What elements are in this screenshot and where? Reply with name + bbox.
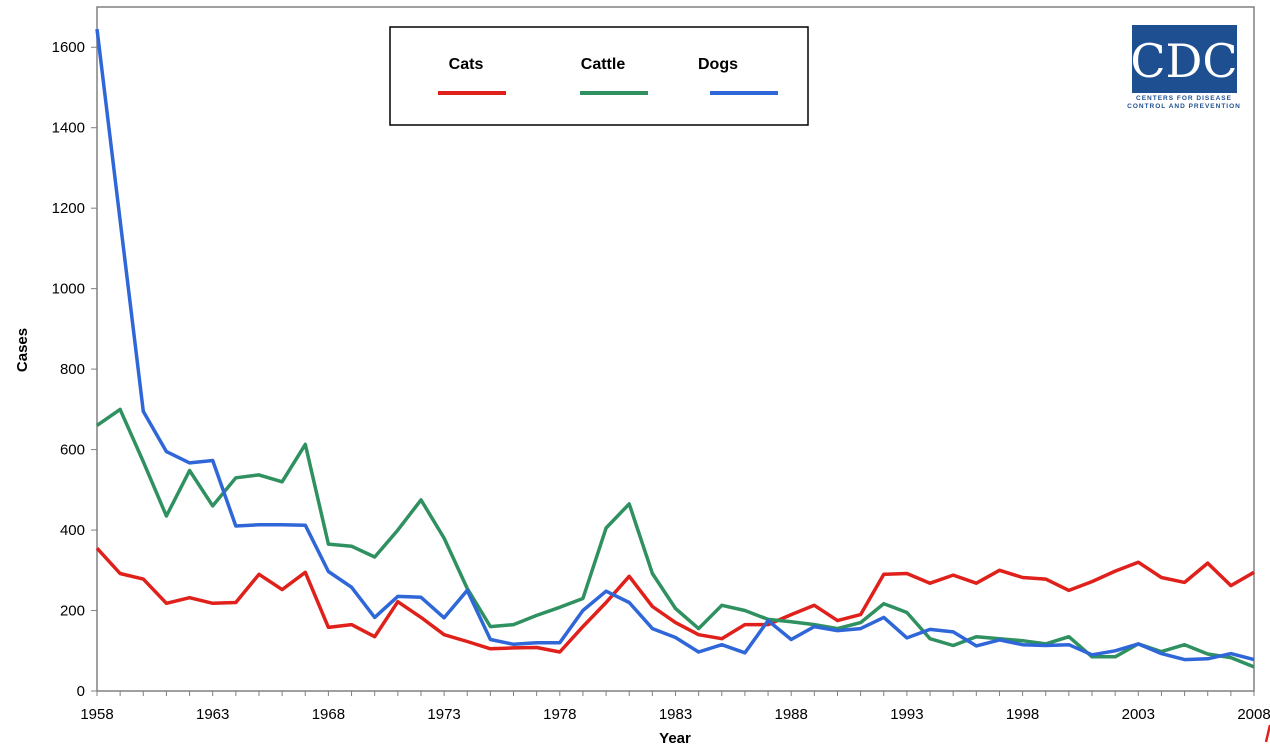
- y-tick-label: 800: [60, 361, 85, 378]
- y-tick-label: 0: [77, 683, 85, 700]
- x-tick-label: 2003: [1122, 706, 1155, 723]
- x-tick-label: 1973: [427, 706, 460, 723]
- legend-label-cattle: Cattle: [581, 56, 626, 73]
- x-tick-label: 1978: [543, 706, 576, 723]
- y-tick-label: 400: [60, 522, 85, 539]
- legend-box: [389, 26, 809, 126]
- cdc-logo-letters: CDC: [1130, 34, 1237, 88]
- y-tick-label: 1200: [52, 200, 85, 217]
- x-tick-label: 1983: [659, 706, 692, 723]
- y-tick-label: 200: [60, 603, 85, 620]
- y-axis: 0 200 400 600 800 1000 1200 1400 1600: [52, 39, 97, 700]
- y-axis-title: Cases: [14, 328, 31, 372]
- y-tick-label: 1000: [52, 281, 85, 298]
- x-tick-label: 1988: [775, 706, 808, 723]
- cdc-logo: CDC Centers for Disease Control and Prev…: [1127, 25, 1241, 110]
- series-line-cattle: [96, 407, 1255, 669]
- y-tick-label: 1600: [52, 39, 85, 56]
- y-tick-label: 1400: [52, 120, 85, 137]
- series-line-cats: [95, 547, 1255, 654]
- series-line-dogs: [95, 28, 1255, 662]
- cdc-logo-line1: Centers for Disease: [1136, 95, 1232, 102]
- x-axis-title: Year: [659, 730, 691, 747]
- legend-label-dogs: Dogs: [698, 56, 738, 73]
- x-tick-label: 1963: [196, 706, 229, 723]
- legend: Cats Cattle Dogs: [389, 26, 809, 126]
- x-axis: 1958 1963 1968 1973 1978 1983 1988 1993 1998 2003…: [80, 691, 1270, 723]
- legend-label-cats: Cats: [449, 56, 484, 73]
- series-lines: [95, 28, 1255, 669]
- cdc-logo-line2: Control and Prevention: [1127, 103, 1241, 110]
- y-tick-label: 600: [60, 442, 85, 459]
- corner-red-mark: [1264, 724, 1270, 743]
- x-tick-label: 2008: [1237, 706, 1270, 723]
- cdc-logo-box: [1132, 25, 1237, 93]
- x-tick-label: 1968: [312, 706, 345, 723]
- x-tick-label: 1958: [80, 706, 113, 723]
- x-tick-label: 1993: [890, 706, 923, 723]
- x-tick-label: 1998: [1006, 706, 1039, 723]
